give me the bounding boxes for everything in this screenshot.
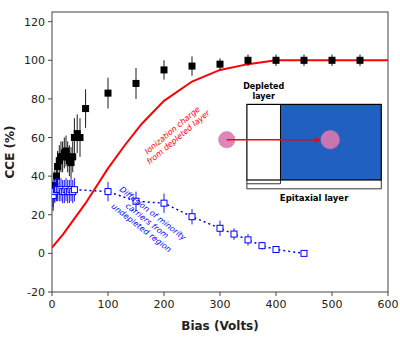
x-tick	[164, 292, 165, 296]
y-tick	[48, 176, 52, 177]
data-point	[133, 80, 139, 86]
chart: 0 100 200 300 400 500 600 -20 0 20 40 60 80 100 120 Bia…	[0, 0, 400, 338]
y-tick	[48, 137, 52, 138]
data-point	[68, 160, 74, 166]
y-tick	[48, 60, 52, 61]
y-tick-label: 20	[31, 209, 45, 222]
x-tick	[52, 292, 53, 296]
data-point	[161, 67, 167, 73]
x-tick-label: 400	[266, 298, 287, 311]
data-point	[217, 225, 223, 231]
y-tick	[48, 21, 52, 22]
data-point	[245, 237, 251, 243]
inset: Depletedlayer Epitaxial layer	[219, 82, 382, 202]
y-tick	[48, 292, 52, 293]
y-tick	[48, 253, 52, 254]
x-tick-label: 600	[378, 298, 399, 311]
x-tick-label: 100	[98, 298, 119, 311]
inset-label: Epitaxial layer	[280, 193, 349, 203]
bracket	[247, 180, 281, 184]
y-tick-label: 60	[31, 132, 45, 145]
data-point	[71, 187, 77, 193]
data-point	[301, 250, 307, 256]
series-line	[53, 190, 304, 254]
data-point	[217, 61, 223, 67]
x-tick-label: 200	[154, 298, 175, 311]
data-point	[189, 214, 195, 220]
y-tick-label: 40	[31, 170, 45, 183]
x-tick-label: 0	[49, 298, 56, 311]
y-axis-label: CCE (%)	[3, 126, 17, 179]
data-point	[83, 106, 89, 112]
data-point	[273, 247, 279, 253]
data-point	[77, 135, 83, 141]
data-point	[63, 148, 69, 154]
inset-frame	[247, 104, 381, 180]
data-point	[189, 63, 195, 69]
plot-frame	[52, 12, 388, 292]
data-point	[70, 154, 76, 160]
data-point	[357, 57, 363, 63]
y-tick-label: 120	[24, 16, 45, 29]
annotation: Ionization chargefrom depleted layer	[139, 101, 212, 166]
data-point	[105, 90, 111, 96]
divider	[280, 104, 281, 180]
y-tick-label: 0	[38, 247, 45, 260]
data-point	[55, 163, 61, 169]
inset-label: Depletedlayer	[243, 82, 284, 100]
x-axis-label: Bias (Volts)	[181, 319, 259, 333]
epitaxial-region	[280, 104, 381, 180]
y-tick	[48, 98, 52, 99]
y-tick	[48, 214, 52, 215]
data-point	[105, 189, 111, 195]
annotation: Diffusion of minoritycarriers fromundepl…	[106, 185, 187, 257]
data-point	[259, 243, 265, 249]
x-tick	[108, 292, 109, 296]
series-line	[52, 60, 388, 247]
y-tick-label: 80	[31, 93, 45, 106]
y-tick-label: -20	[27, 286, 45, 299]
data-point	[245, 57, 251, 63]
data-point	[231, 231, 237, 237]
arrow-head	[315, 137, 321, 143]
data-point	[273, 57, 279, 63]
data-point	[301, 57, 307, 63]
depleted-region	[247, 104, 281, 180]
x-tick	[388, 292, 389, 296]
data-point	[161, 200, 167, 206]
x-tick	[332, 292, 333, 296]
plot-area	[52, 54, 388, 256]
arrow-shaft	[227, 139, 316, 141]
x-tick-label: 500	[322, 298, 343, 311]
data-point	[329, 57, 335, 63]
x-tick	[276, 292, 277, 296]
carrier-blob	[321, 130, 340, 149]
bracket	[247, 180, 381, 189]
x-tick	[220, 292, 221, 296]
y-tick-label: 100	[24, 54, 45, 67]
x-tick-label: 300	[210, 298, 231, 311]
